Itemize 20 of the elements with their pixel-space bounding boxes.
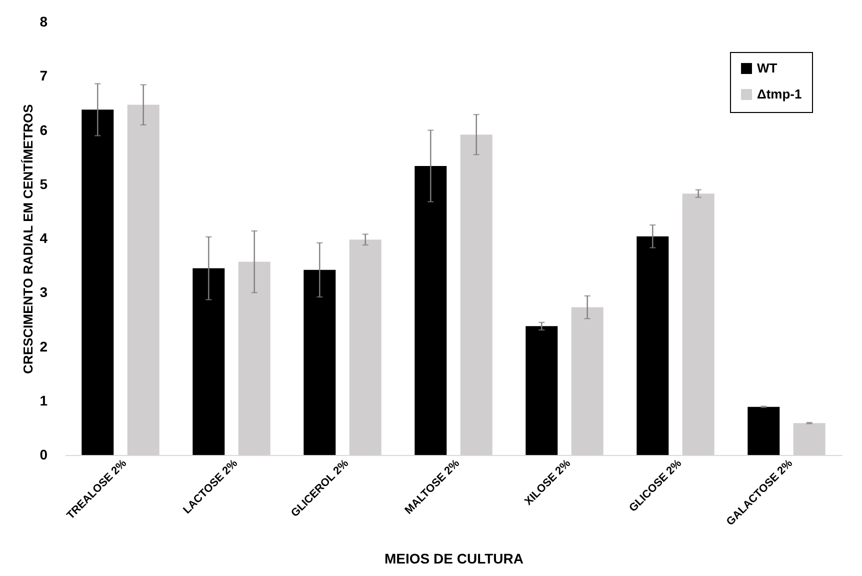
bar xyxy=(304,270,336,455)
bar xyxy=(526,326,558,455)
y-tick-label: 3 xyxy=(40,284,48,300)
bar xyxy=(82,110,114,455)
y-tick-label: 2 xyxy=(40,338,48,354)
y-axis-title: CRESCIMENTO RADIAL EM CENTÍMETROS xyxy=(20,104,36,374)
bar xyxy=(748,406,780,455)
legend-label: WT xyxy=(757,60,778,76)
y-tick-label: 1 xyxy=(40,392,48,408)
bar xyxy=(192,268,225,455)
y-tick-label: 4 xyxy=(40,230,48,246)
y-tick-label: 5 xyxy=(40,176,48,192)
bar xyxy=(414,166,447,455)
x-axis-title: MEIOS DE CULTURA xyxy=(384,550,524,566)
y-tick-label: 8 xyxy=(40,14,48,30)
y-tick-label: 7 xyxy=(40,68,48,84)
y-tick-label: 0 xyxy=(40,446,48,462)
legend-label: Δtmp-1 xyxy=(757,86,802,102)
y-tick-label: 6 xyxy=(40,122,48,138)
bar xyxy=(636,236,669,455)
